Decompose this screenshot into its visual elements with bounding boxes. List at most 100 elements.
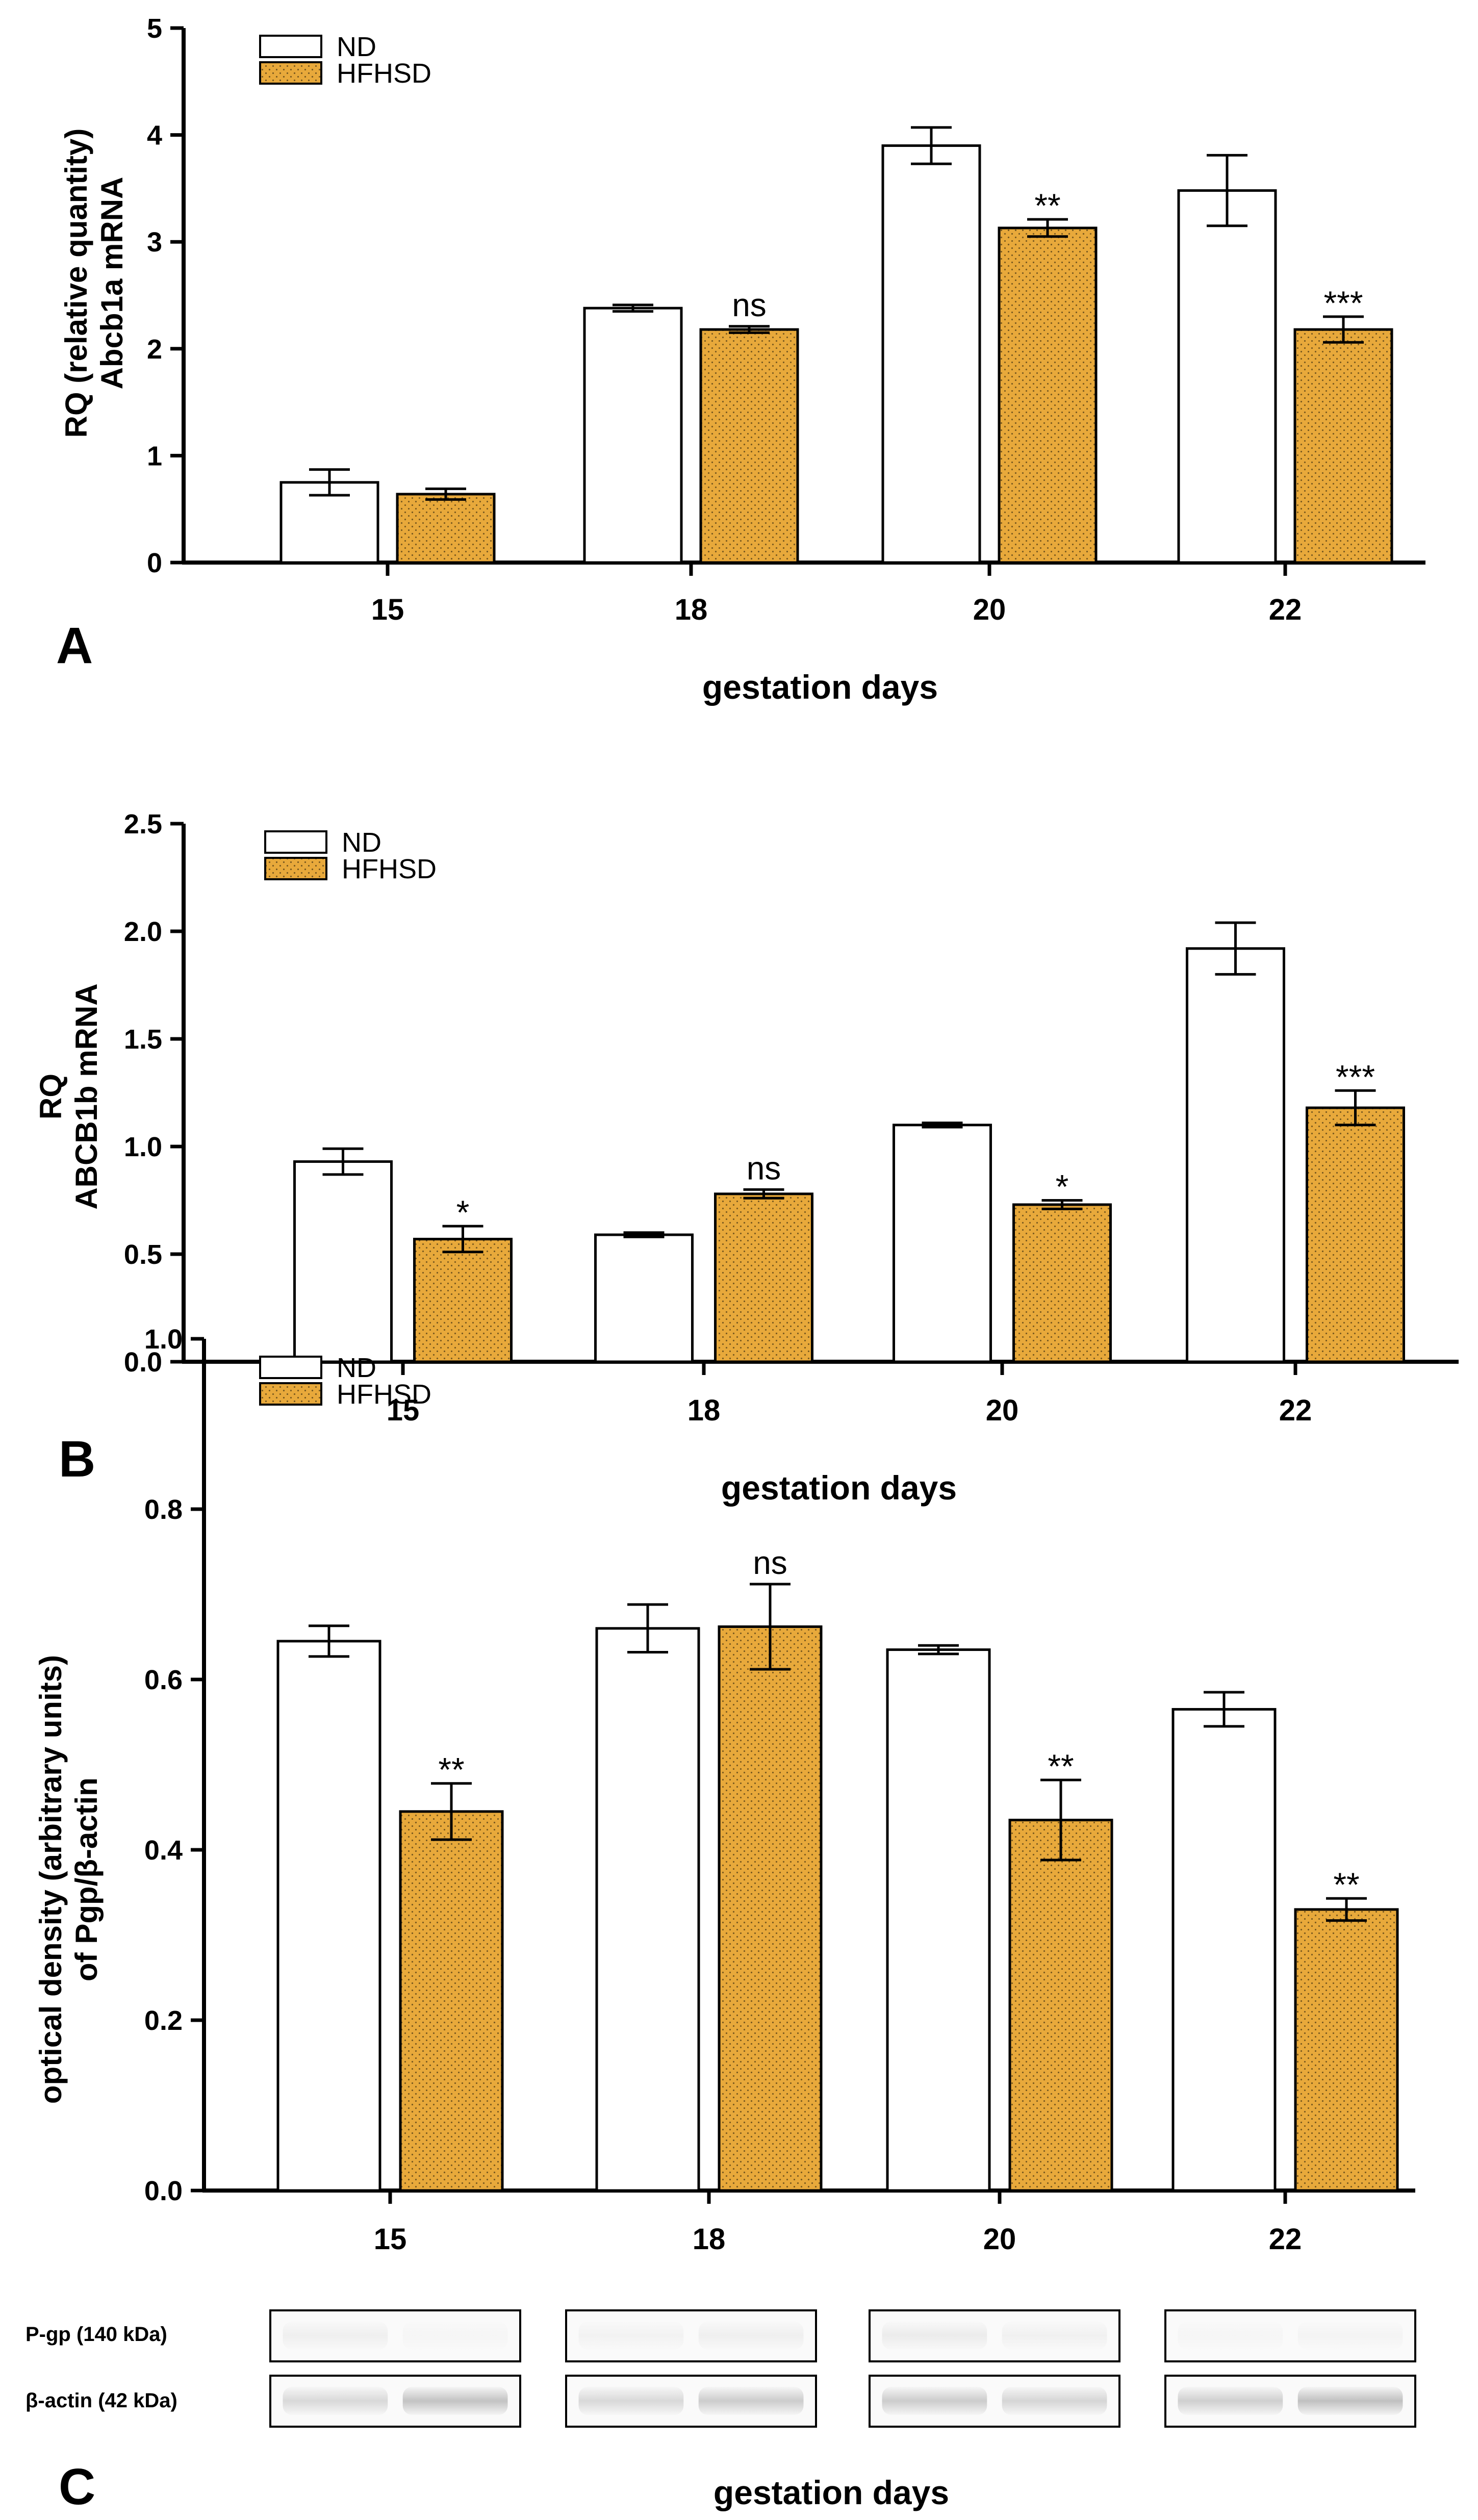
y-tick-label: 0.0 (124, 1347, 162, 1378)
y-tick-label: 0.5 (124, 1239, 162, 1270)
bar-hfhsd-15 (413, 1237, 513, 1363)
legend-swatch-hfhsd (264, 857, 327, 880)
blot-label-actin: β-actin (42 kDa) (26, 2389, 177, 2412)
y-tick-label: 0.2 (144, 2005, 183, 2036)
blot-band (1002, 2387, 1107, 2415)
panel-c-ylabel-line2: of Pgp/β-actin (69, 1777, 104, 1981)
legend-label-hfhsd: HFHSD (337, 1379, 431, 1410)
y-tick-label: 0.4 (144, 1835, 183, 1866)
blot-band (1178, 2322, 1283, 2350)
bar-hfhsd-18 (714, 1192, 813, 1363)
x-tick-label: 15 (387, 1394, 420, 1427)
significance-label-18: ns (753, 1544, 787, 1581)
y-tick-label: 1 (147, 441, 162, 471)
blot-band (882, 2387, 987, 2415)
blot-band (1297, 2387, 1403, 2415)
x-tick-label: 18 (675, 593, 708, 626)
legend-swatch-nd (259, 35, 322, 58)
significance-label-22: *** (1323, 284, 1363, 322)
blot-band (578, 2387, 684, 2415)
bar-nd-15 (276, 1640, 381, 2192)
bar-nd-22 (1177, 189, 1277, 564)
bar-hfhsd-15 (396, 493, 496, 564)
blot-band (1002, 2322, 1107, 2350)
y-tick-label: 2 (147, 334, 162, 365)
legend-label-hfhsd: HFHSD (337, 58, 431, 89)
x-tick-label: 22 (1279, 1394, 1312, 1427)
legend-swatch-hfhsd (259, 1382, 322, 1406)
panel-b-letter: B (59, 1431, 95, 1488)
bar-nd-20 (893, 1124, 992, 1363)
panel-c-chart: optical density (arbitrary units) of Pgp… (26, 1324, 1416, 2515)
blot-band (283, 2387, 388, 2415)
bar-hfhsd-18 (699, 328, 799, 564)
legend-swatch-hfhsd (259, 61, 322, 85)
y-tick-label: 2.5 (124, 809, 162, 839)
bar-hfhsd-22 (1293, 328, 1393, 564)
bar-hfhsd-20 (1008, 1819, 1113, 2192)
blot-band (578, 2322, 684, 2350)
blot-band (882, 2322, 987, 2350)
bar-nd-20 (886, 1648, 991, 2192)
significance-label-22: ** (1333, 1866, 1359, 1903)
significance-label-20: ** (1034, 187, 1060, 224)
bar-hfhsd-20 (998, 226, 1098, 564)
significance-label-18: ns (732, 287, 767, 323)
blot-band (283, 2322, 388, 2350)
x-tick-label: 20 (973, 593, 1006, 626)
x-tick-label: 20 (986, 1394, 1019, 1427)
y-tick-label: 5 (147, 13, 162, 44)
bar-nd-18 (594, 1233, 694, 1363)
y-tick-label: 0.0 (144, 2176, 183, 2206)
bar-nd-20 (881, 144, 981, 564)
legend-label-nd: ND (337, 32, 376, 62)
blot-band (402, 2322, 508, 2350)
bar-hfhsd-18 (718, 1625, 823, 2192)
legend-swatch-nd (264, 830, 327, 854)
x-tick-label: 20 (983, 2223, 1016, 2256)
y-tick-label: 0.8 (144, 1494, 183, 1525)
blot-label-pgp: P-gp (140 kDa) (26, 2323, 167, 2346)
bar-hfhsd-15 (399, 1810, 504, 2192)
panel-b-ylabel-line1: RQ (34, 1074, 68, 1119)
bar-hfhsd-20 (1012, 1203, 1112, 1363)
x-tick-label: 18 (687, 1394, 721, 1427)
significance-label-20: ** (1048, 1747, 1074, 1785)
bar-nd-18 (583, 307, 683, 564)
panel-a-letter: A (56, 617, 93, 674)
panel-a-chart: RQ (relative quantity) Abcb1a mRNA gesta… (56, 13, 1425, 706)
panel-b-chart: RQ ABCB1b mRNA gestation days B 0.0 0.5 1.… (34, 809, 1459, 1507)
panel-c-xlabel: gestation days (713, 2474, 949, 2511)
bar-hfhsd-22 (1294, 1908, 1399, 2192)
blot-band (698, 2322, 804, 2350)
panel-a-ylabel-line1: RQ (relative quantity) (59, 129, 93, 438)
bar-hfhsd-22 (1306, 1106, 1405, 1363)
legend-label-nd: ND (342, 827, 381, 858)
bar-nd-18 (595, 1627, 700, 2192)
bar-nd-22 (1171, 1708, 1277, 2192)
legend-label-hfhsd: HFHSD (342, 854, 437, 884)
significance-label-18: ns (747, 1150, 781, 1186)
y-tick-label: 2.0 (124, 917, 162, 947)
y-tick-label: 1.5 (124, 1024, 162, 1055)
significance-label-15: * (456, 1193, 470, 1231)
western-blot: P-gp (140 kDa) β-actin (42 kDa) (26, 2309, 1416, 2428)
x-tick-label: 22 (1269, 2223, 1302, 2256)
bar-nd-22 (1186, 947, 1285, 1363)
panel-a-ylabel-line2: Abcb1a mRNA (95, 177, 129, 390)
panel-b-ylabel-line2: ABCB1b mRNA (69, 983, 104, 1209)
significance-label-22: *** (1336, 1058, 1375, 1096)
x-tick-label: 15 (374, 2223, 407, 2256)
y-tick-label: 0.6 (144, 1665, 183, 1695)
x-tick-label: 18 (693, 2223, 726, 2256)
y-tick-label: 1.0 (144, 1324, 183, 1355)
y-tick-label: 4 (147, 120, 162, 151)
blot-band (1297, 2322, 1403, 2350)
y-tick-label: 1.0 (124, 1132, 162, 1162)
blot-band (698, 2387, 804, 2415)
significance-label-20: * (1056, 1168, 1069, 1206)
legend-swatch-nd (259, 1356, 322, 1379)
panel-c-letter: C (59, 2458, 95, 2515)
blot-band (1178, 2387, 1283, 2415)
